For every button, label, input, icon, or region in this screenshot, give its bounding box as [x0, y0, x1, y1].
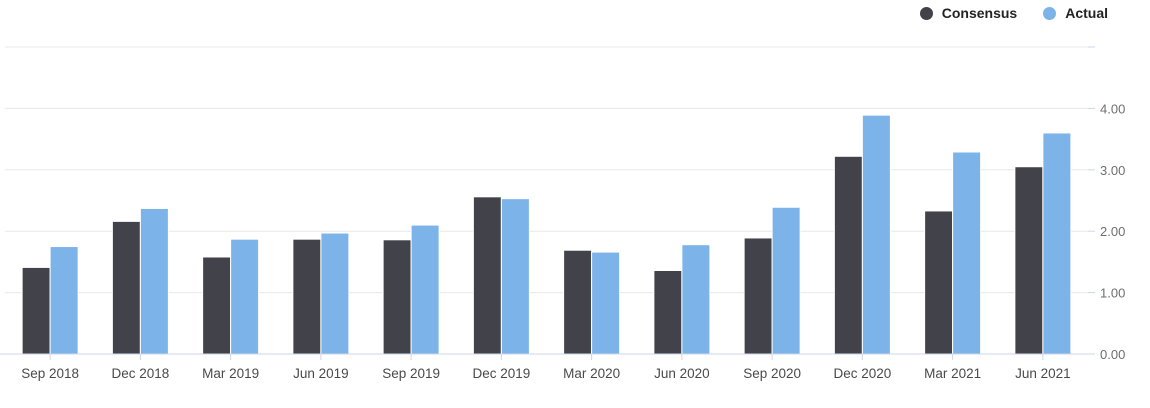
bar-consensus-dec-2020[interactable] [833, 155, 863, 355]
bar-consensus-mar-2019[interactable] [202, 256, 232, 355]
x-axis-label: Dec 2020 [833, 366, 891, 381]
bar-consensus-sep-2018[interactable] [21, 266, 51, 355]
bar-actual-mar-2020[interactable] [591, 251, 621, 355]
bar-consensus-jun-2021[interactable] [1014, 166, 1044, 355]
bar-actual-mar-2019[interactable] [230, 238, 260, 355]
x-axis-label: Sep 2020 [743, 366, 801, 381]
legend-label-consensus: Consensus [941, 5, 1018, 21]
x-axis-label: Jun 2020 [654, 366, 710, 381]
bar-consensus-dec-2019[interactable] [472, 196, 502, 355]
legend-item-actual[interactable]: Actual [1043, 2, 1108, 24]
bar-actual-sep-2020[interactable] [771, 206, 801, 355]
actual-dot-icon [1043, 6, 1057, 20]
x-axis-label: Sep 2018 [21, 366, 79, 381]
bar-actual-dec-2020[interactable] [861, 114, 891, 355]
bar-consensus-mar-2021[interactable] [924, 210, 954, 355]
bar-consensus-jun-2019[interactable] [292, 238, 322, 355]
y-axis-label: 1.00 [1100, 286, 1125, 301]
legend-item-consensus[interactable]: Consensus [919, 2, 1018, 24]
x-axis-label: Dec 2018 [111, 366, 169, 381]
bar-consensus-dec-2018[interactable] [111, 220, 141, 355]
consensus-dot-icon [919, 6, 933, 20]
legend-label-actual: Actual [1065, 5, 1108, 21]
x-axis-label: Mar 2020 [563, 366, 620, 381]
y-axis-label: 2.00 [1100, 224, 1125, 239]
bar-consensus-jun-2020[interactable] [653, 269, 683, 355]
bar-actual-sep-2018[interactable] [49, 246, 79, 355]
y-axis-label: 0.00 [1100, 347, 1125, 362]
x-axis-label: Sep 2019 [382, 366, 440, 381]
bar-consensus-sep-2020[interactable] [743, 237, 773, 355]
bar-actual-mar-2021[interactable] [952, 151, 982, 355]
bar-actual-dec-2019[interactable] [500, 198, 530, 355]
y-axis-label: 4.00 [1100, 101, 1125, 116]
chart-legend: Consensus Actual [919, 2, 1108, 24]
bar-actual-jun-2021[interactable] [1042, 132, 1072, 355]
bar-actual-jun-2019[interactable] [320, 232, 350, 355]
x-axis-label: Dec 2019 [472, 366, 530, 381]
bar-actual-jun-2020[interactable] [681, 244, 711, 355]
y-axis-label: 3.00 [1100, 163, 1125, 178]
x-axis-label: Mar 2021 [924, 366, 981, 381]
bar-actual-sep-2019[interactable] [410, 224, 440, 355]
bar-consensus-sep-2019[interactable] [382, 239, 412, 355]
x-axis-label: Jun 2021 [1015, 366, 1071, 381]
x-axis-label: Mar 2019 [202, 366, 259, 381]
bar-actual-dec-2018[interactable] [139, 207, 169, 355]
bar-consensus-mar-2020[interactable] [563, 249, 593, 355]
x-axis-label: Jun 2019 [293, 366, 349, 381]
